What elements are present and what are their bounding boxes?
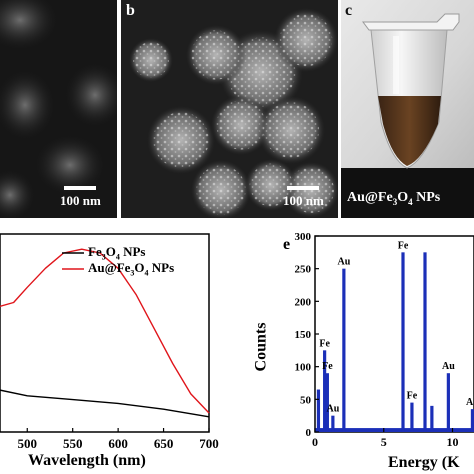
panel-b-scale-bar-label: 100 nm <box>283 193 324 208</box>
eds-chart: Fe Fe Au Au Fe Fe Au Au 0 50 100 150 200 250 300 0 5 10 <box>295 231 474 449</box>
series-line <box>0 389 210 418</box>
panel-e-letter: e <box>283 236 291 253</box>
panel-b: b 100 nm <box>121 0 338 218</box>
peak-label: Fe <box>319 338 330 349</box>
y-axis-label: Counts <box>252 322 270 372</box>
panel-c: c Au@Fe3O4 NPs <box>341 0 474 218</box>
y-tick-label: 100 <box>295 362 312 374</box>
spectrum-peak <box>316 389 321 432</box>
plot-frame <box>0 233 210 433</box>
x-tick-label: 10 <box>447 435 459 449</box>
panel-b-scale-bar-line <box>287 186 319 190</box>
spectrum-peak <box>325 373 329 432</box>
spectrum-peak <box>430 405 434 432</box>
legend-part: O <box>105 244 116 259</box>
x-axis-label: Wavelength (nm) <box>28 452 146 469</box>
y-tick-label: 50 <box>300 394 312 406</box>
panel-a-scale-bar-label: 100 nm <box>60 193 101 208</box>
particle-texture <box>196 165 246 215</box>
particle-texture <box>132 41 170 79</box>
y-tick-label: 300 <box>295 231 312 243</box>
x-tick-label: 500 <box>18 436 38 451</box>
particle-texture <box>249 163 293 207</box>
baseline-noise <box>315 428 474 432</box>
x-tick-label: 600 <box>108 436 128 451</box>
y-tick-label: 200 <box>295 296 312 308</box>
panel-a: 100 nm <box>0 0 117 218</box>
particle-texture <box>288 167 334 213</box>
panel-e: FeFeAuAuFeFeAuAu 0501001502002503000510 … <box>240 228 474 474</box>
y-tick-label: 250 <box>295 264 312 276</box>
panel-b-micrograph <box>121 0 338 218</box>
legend-part: NPs <box>119 244 146 259</box>
spectrum-peak <box>342 268 346 432</box>
y-tick-label: 150 <box>295 329 312 341</box>
panel-c-letter: c <box>345 2 353 19</box>
spectrum-peak <box>323 350 327 432</box>
panel-b-letter: b <box>126 2 135 19</box>
peak-label: Au <box>466 397 474 408</box>
particle-texture <box>263 102 319 158</box>
vial-photo <box>341 0 474 218</box>
legend-sub: 4 <box>115 252 120 262</box>
peak-label: Au <box>337 257 350 268</box>
caption-sub: 3 <box>392 196 398 207</box>
series-line <box>0 248 210 414</box>
legend-item-fe3o4: Fe3O4 NPs <box>88 244 145 262</box>
legend-sub: 3 <box>101 252 106 262</box>
spectrum-peak <box>423 252 427 432</box>
spectrum-peak <box>446 373 450 432</box>
panel-a-micrograph <box>0 0 117 218</box>
caption-part: O <box>397 190 409 205</box>
legend-part: Au@Fe <box>88 260 131 275</box>
particle-texture <box>191 30 241 80</box>
x-axis-label: Energy (K <box>388 454 460 471</box>
legend-part: NPs <box>148 260 175 275</box>
particle-texture <box>153 112 209 168</box>
panel-c-caption: Au@Fe3O4 NPs <box>347 190 440 207</box>
y-tick-label: 0 <box>306 427 312 439</box>
particle-texture <box>279 13 333 67</box>
spectrum-peak <box>401 252 405 432</box>
x-tick-label: 5 <box>381 435 387 449</box>
caption-part: Au@Fe <box>347 190 393 205</box>
peak-label: Fe <box>407 391 418 402</box>
caption-part: NPs <box>412 190 441 205</box>
x-tick-label: 550 <box>63 436 83 451</box>
peak-label: Au <box>442 361 455 372</box>
uv-vis-chart: 500 550 600 650 700 <box>0 233 219 451</box>
x-tick-label: 0 <box>312 435 318 449</box>
x-tick-label: 650 <box>154 436 174 451</box>
peak-label: Fe <box>322 361 333 372</box>
particle-texture <box>216 100 266 150</box>
x-tick-label: 700 <box>199 436 219 451</box>
peak-label: Fe <box>398 240 409 251</box>
spectrum-peak <box>410 402 414 432</box>
legend-part: Fe <box>88 244 102 259</box>
legend-sub: 3 <box>130 268 135 278</box>
legend-sub: 4 <box>144 268 149 278</box>
peak-label: Au <box>326 404 339 415</box>
legend-item-au-fe3o4: Au@Fe3O4 NPs <box>88 260 174 278</box>
spectrum-peak <box>331 415 335 432</box>
panel-d: 500 550 600 650 700 Fe3O4 NPs Au@Fe3O4 NPs W… <box>0 228 240 474</box>
panel-a-scale-bar-line <box>64 186 96 190</box>
legend-part: O <box>134 260 145 275</box>
caption-sub: 4 <box>408 196 413 207</box>
spectrum-peak <box>470 409 474 432</box>
